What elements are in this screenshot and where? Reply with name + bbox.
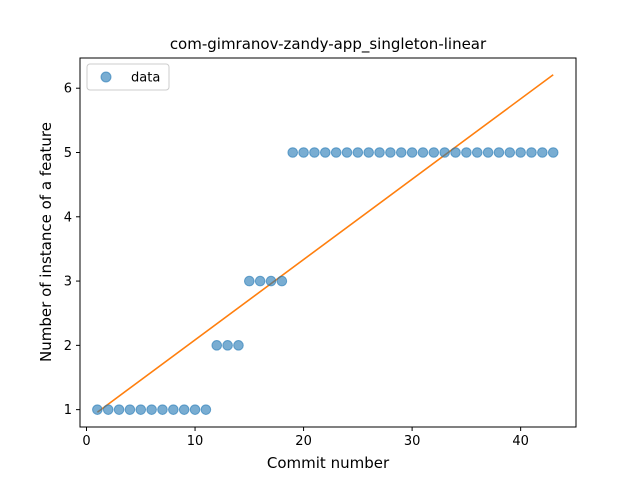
x-axis-label: Commit number [267,454,390,472]
fit-line [96,74,554,413]
data-point [363,147,375,158]
data-point [319,147,331,158]
data-point [157,404,168,415]
data-point [102,404,114,415]
data-point [547,147,559,158]
data-point [200,404,212,415]
x-tick-label: 30 [404,434,421,449]
y-axis-label: Number of instance of a feature [37,122,55,362]
y-tick-label: 5 [64,146,72,161]
legend-marker-data [100,71,112,83]
data-point [341,147,353,158]
data-point [244,275,255,287]
x-tick-label: 10 [187,434,204,449]
data-point [450,147,461,158]
data-point [135,404,147,415]
y-tick-label: 2 [64,339,72,354]
data-point [168,404,179,415]
x-axis-ticks: 0 10 20 30 40 [82,427,529,449]
data-point [124,404,136,415]
x-tick-label: 20 [295,434,312,449]
data-point [406,147,418,158]
data-point [374,147,385,158]
data-point [482,147,494,158]
data-point [189,404,201,415]
data-point [222,340,233,351]
data-point [298,147,309,158]
legend-label-data: data [131,71,160,86]
data-point [395,147,407,158]
data-point [211,340,223,351]
y-tick-label: 4 [64,210,72,225]
fit-line-layer [96,74,554,413]
data-point [178,404,190,415]
data-point [526,147,537,158]
legend-box [86,63,170,91]
y-tick-label: 6 [64,82,72,97]
data-points-layer [92,147,559,415]
y-tick-label: 1 [64,403,72,418]
data-point [287,147,299,158]
data-point [439,147,450,158]
data-point [515,147,526,158]
data-point [233,340,244,351]
data-point [276,275,288,287]
data-point [471,147,483,158]
data-point [504,147,516,158]
data-point [254,275,266,287]
data-point [265,275,277,287]
data-point [113,404,125,415]
chart-title: com-gimranov-zandy-app_singleton-linear [170,35,487,54]
data-point [146,404,157,415]
data-point [428,147,440,158]
data-point [493,147,505,158]
data-point [385,147,396,158]
y-axis-ticks: 1 2 3 4 5 6 [64,82,80,418]
x-tick-label: 40 [512,434,529,449]
data-point [309,147,320,158]
data-point [461,147,472,158]
legend: data [86,63,170,91]
data-point [352,147,364,158]
x-tick-label: 0 [82,434,90,449]
y-tick-label: 3 [64,275,72,290]
data-point [417,147,429,158]
data-point [537,147,548,158]
plot-frame [79,57,577,428]
data-point [330,147,342,158]
data-point [92,404,103,415]
